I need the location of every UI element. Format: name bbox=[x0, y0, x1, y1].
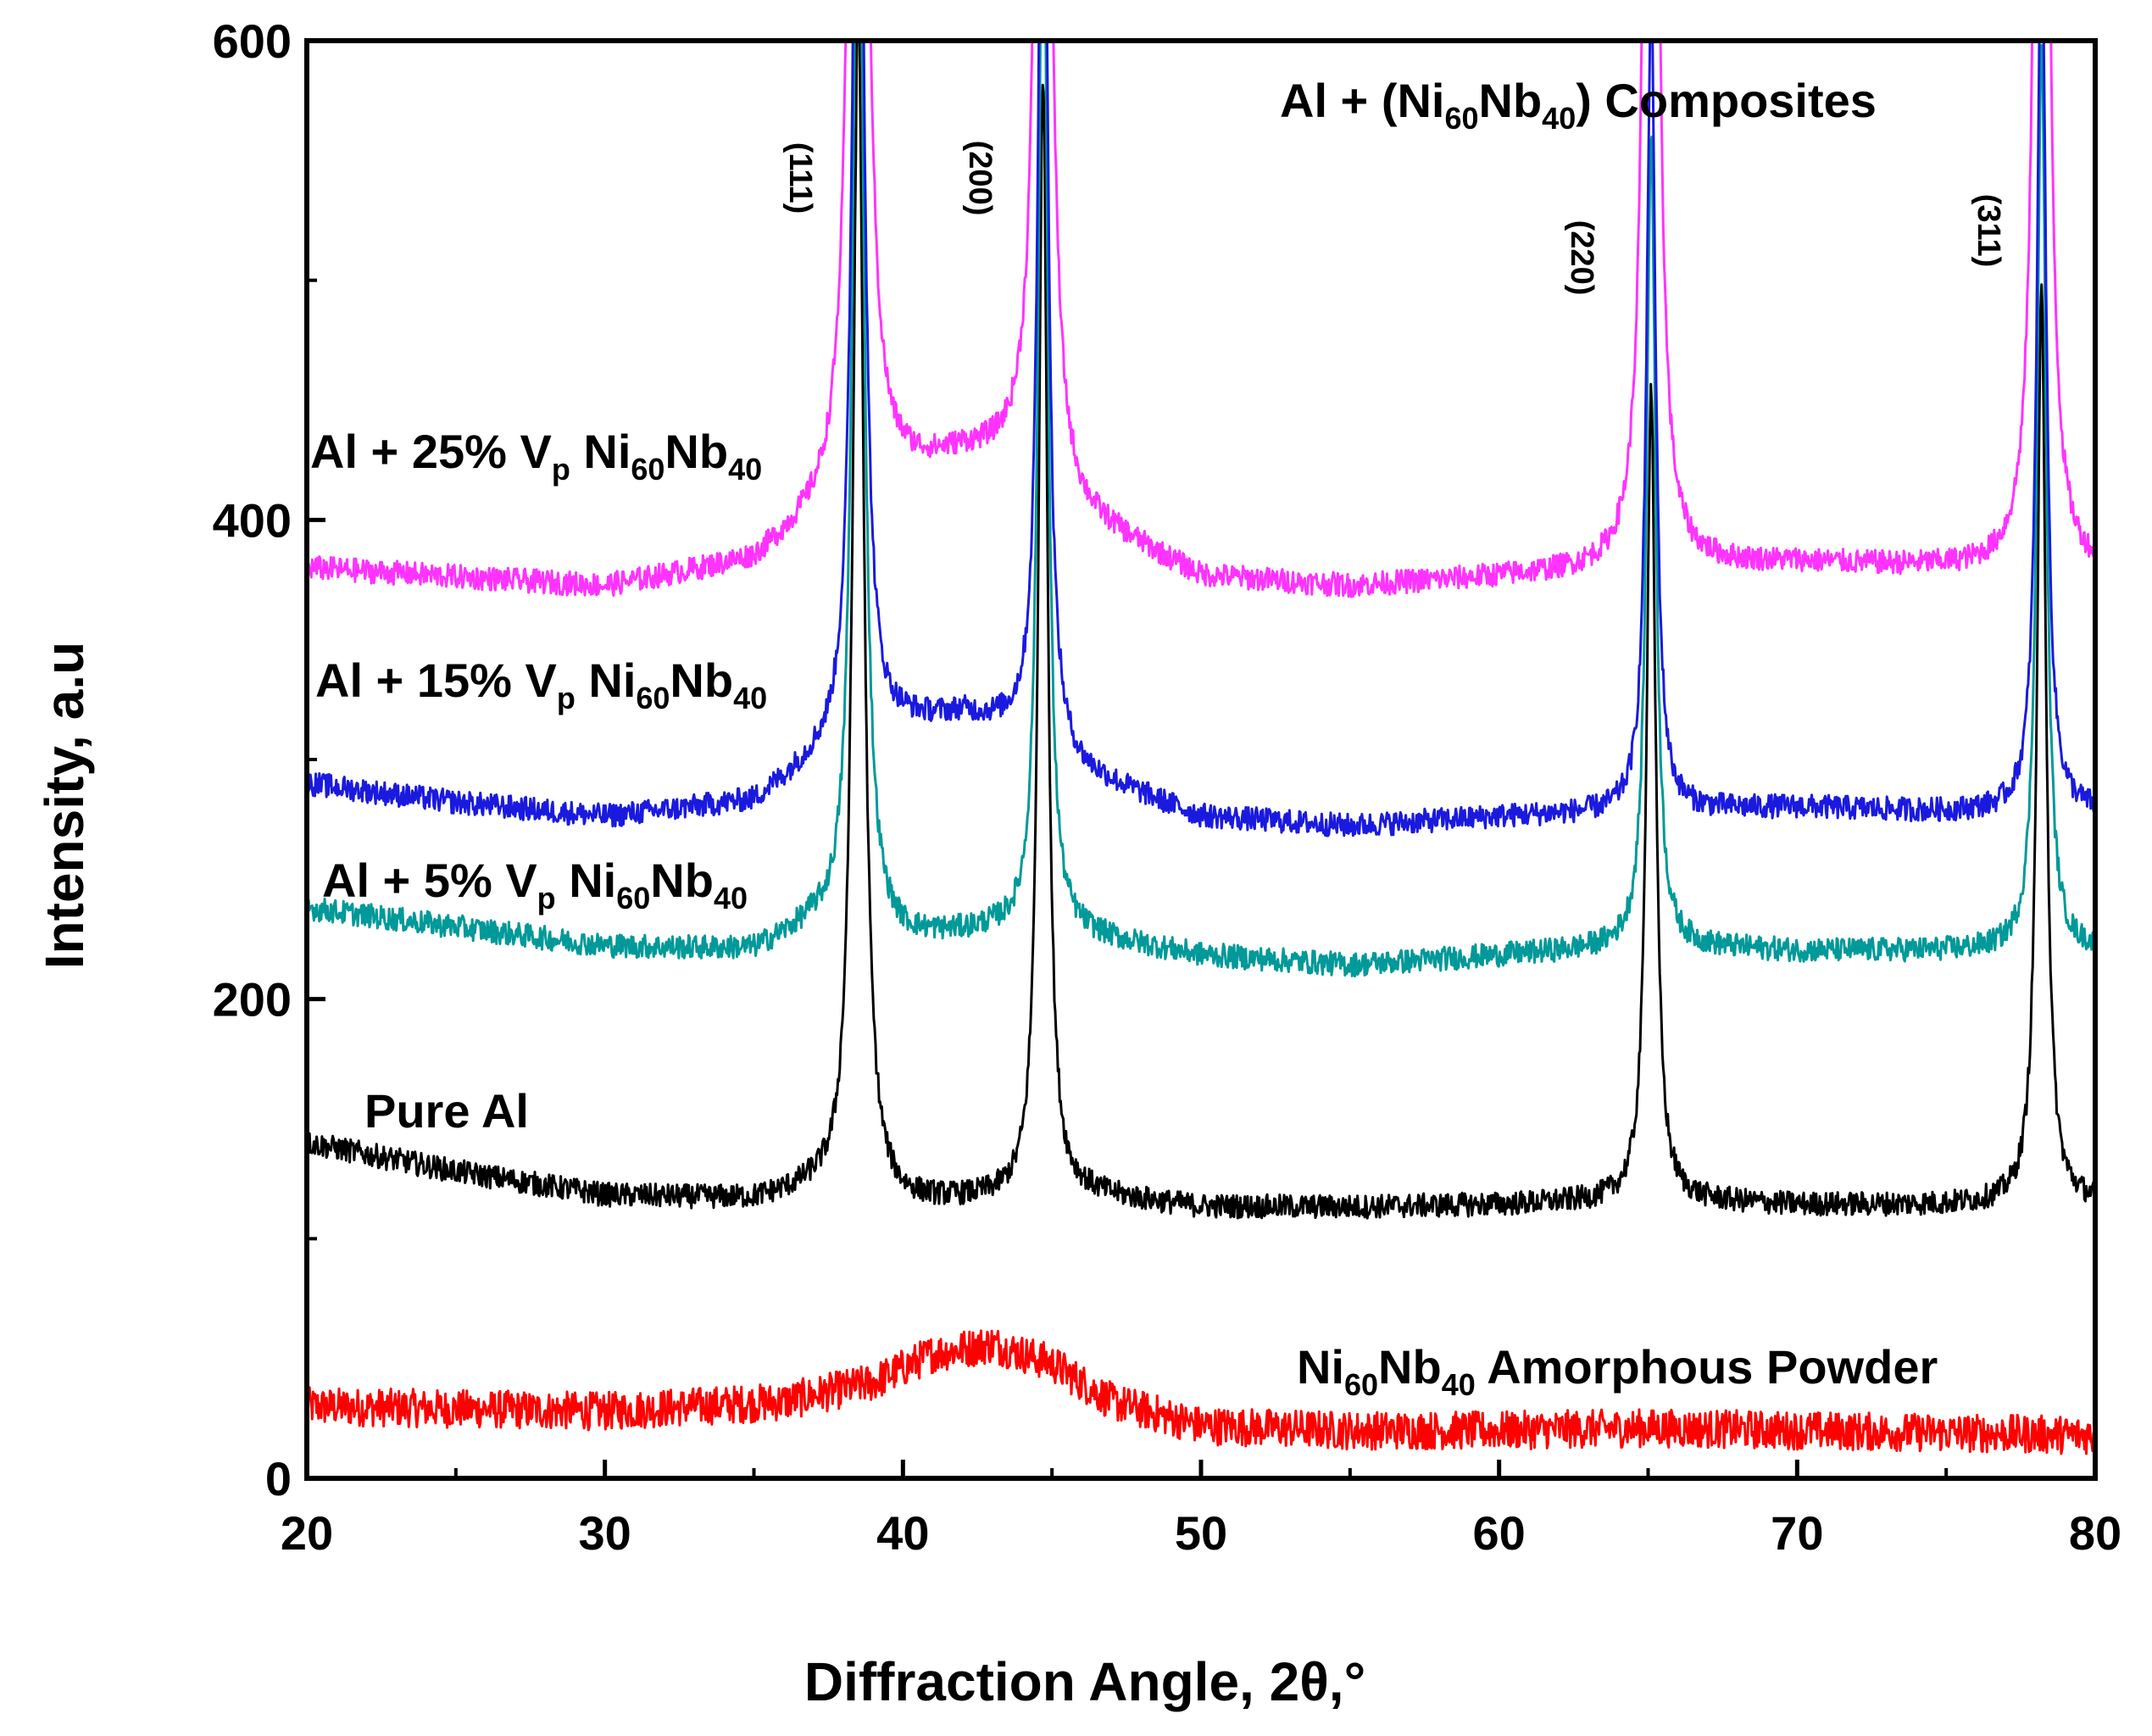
x-axis-title: Diffraction Angle, 2θ,° bbox=[804, 1651, 1365, 1712]
series-line-3 bbox=[307, 41, 2095, 837]
x-tick-label: 40 bbox=[876, 1506, 929, 1560]
series-line-2 bbox=[307, 41, 2095, 978]
axes-layer: 20 30 40 50 60 70 80 0 200 400 600 bbox=[213, 14, 2122, 1560]
peak-label-111: (111) bbox=[782, 142, 818, 214]
composites-title-prefix: Al + (Ni bbox=[1280, 74, 1444, 127]
peak-label-200: (200) bbox=[962, 141, 998, 216]
x-tick-label: 20 bbox=[281, 1506, 333, 1560]
composites-title-sub2: 40 bbox=[1542, 101, 1576, 136]
label-15pct: Al + 15% Vp Ni60Nb40 bbox=[315, 654, 767, 715]
y-axis-title: Intensity, a.u bbox=[34, 642, 95, 969]
series-line-4 bbox=[307, 41, 2095, 598]
label-25pct: Al + 25% Vp Ni60Nb40 bbox=[310, 425, 762, 487]
x-tick-label: 70 bbox=[1771, 1506, 1823, 1560]
x-tick-label: 60 bbox=[1473, 1506, 1526, 1560]
series-layer bbox=[307, 41, 2095, 1455]
composites-title-suffix: ) Composites bbox=[1576, 74, 1877, 127]
label-pure-al: Pure Al bbox=[364, 1084, 529, 1138]
composites-title-sub1: 60 bbox=[1444, 101, 1478, 136]
series-line-0 bbox=[307, 1329, 2095, 1455]
y-tick-label: 0 bbox=[265, 1452, 292, 1505]
plot-frame bbox=[304, 38, 2098, 1481]
label-5pct: Al + 5% Vp Ni60Nb40 bbox=[322, 854, 748, 915]
peak-label-311: (311) bbox=[1971, 194, 2006, 268]
y-tick-label: 400 bbox=[213, 493, 292, 547]
series-line-1 bbox=[307, 41, 2095, 1220]
x-tick-label: 80 bbox=[2069, 1506, 2121, 1560]
composites-title-mid: Nb bbox=[1479, 74, 1543, 127]
x-tick-label: 30 bbox=[579, 1506, 631, 1560]
y-tick-label: 600 bbox=[213, 14, 292, 68]
peak-label-220: (220) bbox=[1564, 220, 1599, 296]
y-tick-label: 200 bbox=[213, 973, 292, 1027]
label-amorphous-powder: Ni60Nb40 Amorphous Powder bbox=[1297, 1340, 1938, 1402]
x-tick-label: 50 bbox=[1175, 1506, 1227, 1560]
composites-title: Al + (Ni60Nb40) Composites bbox=[1280, 74, 1877, 136]
